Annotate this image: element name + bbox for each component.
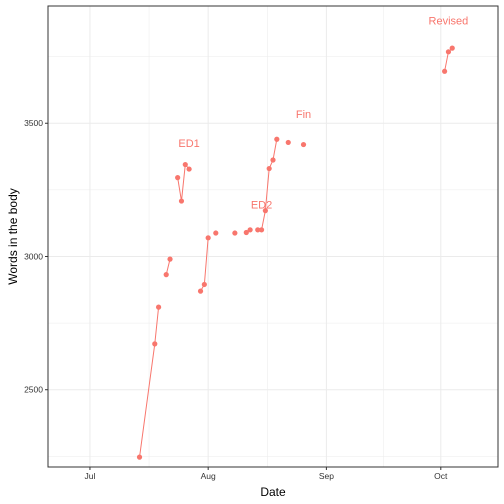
data-point bbox=[205, 235, 211, 241]
x-tick-label: Oct bbox=[434, 471, 448, 481]
data-point bbox=[243, 229, 249, 236]
data-point bbox=[262, 208, 268, 214]
data-point bbox=[258, 227, 265, 233]
data-point bbox=[247, 227, 253, 233]
data-point bbox=[201, 281, 207, 288]
data-point bbox=[167, 256, 173, 262]
annotation-label: Fin bbox=[296, 109, 311, 121]
x-axis-title: Date bbox=[260, 485, 286, 499]
series-points bbox=[136, 45, 455, 460]
annotations: ED1 ED2 Fin Revised bbox=[178, 16, 468, 212]
y-tick-label: 3000 bbox=[24, 251, 43, 261]
data-point bbox=[197, 288, 204, 294]
data-point bbox=[442, 68, 448, 74]
x-tick-label: Jul bbox=[85, 471, 96, 481]
data-point bbox=[136, 454, 143, 460]
data-point bbox=[152, 341, 158, 347]
data-point bbox=[445, 49, 452, 55]
data-point bbox=[449, 45, 455, 51]
annotation-label: Revised bbox=[429, 16, 469, 28]
annotation-label: ED2 bbox=[251, 200, 272, 212]
data-point bbox=[182, 161, 188, 168]
y-axis: 2500 3000 3500 bbox=[24, 118, 48, 395]
data-point bbox=[285, 139, 291, 146]
data-point bbox=[274, 136, 280, 142]
data-point bbox=[266, 165, 272, 172]
y-tick-label: 3500 bbox=[24, 118, 43, 128]
data-point bbox=[186, 166, 192, 172]
data-point bbox=[155, 304, 162, 310]
data-point bbox=[255, 227, 261, 233]
data-point bbox=[232, 230, 238, 236]
annotation-label: ED1 bbox=[178, 138, 199, 150]
minor-gridlines bbox=[48, 6, 498, 467]
major-gridlines bbox=[48, 6, 498, 467]
y-axis-title: Words in the body bbox=[6, 188, 20, 285]
plot-panel bbox=[48, 6, 498, 467]
x-axis: Jul Aug Sep Oct bbox=[85, 467, 448, 481]
series-line-segment bbox=[165, 259, 171, 275]
data-point bbox=[300, 141, 307, 148]
plot-panel-border bbox=[47, 5, 499, 468]
series-line-segment bbox=[177, 163, 190, 202]
data-point bbox=[175, 175, 181, 181]
data-point bbox=[163, 272, 169, 278]
data-point bbox=[213, 230, 219, 236]
data-point bbox=[270, 157, 276, 163]
x-tick-label: Aug bbox=[201, 471, 216, 481]
x-tick-label: Sep bbox=[319, 471, 334, 481]
data-point bbox=[178, 198, 185, 204]
y-tick-label: 2500 bbox=[24, 385, 43, 395]
